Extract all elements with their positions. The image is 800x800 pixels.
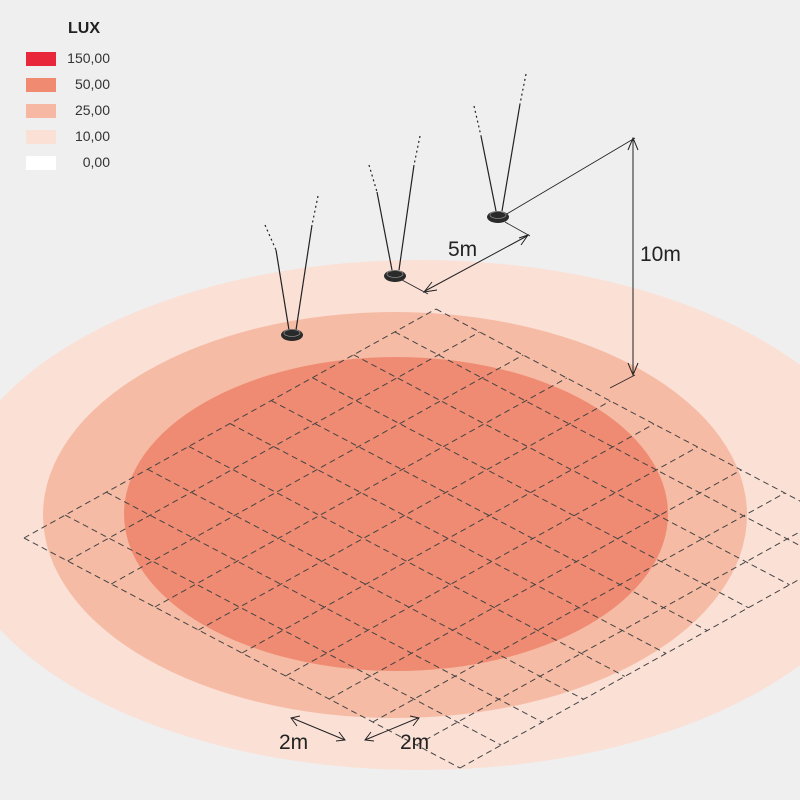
height-dimension [504, 136, 639, 389]
grid-line [23, 537, 461, 769]
legend-swatch [26, 130, 56, 144]
luminaire-1 [264, 195, 319, 341]
luminaire-3-icon [487, 211, 509, 223]
grid-dimension-y [364, 715, 420, 742]
legend-swatch [26, 78, 56, 92]
grid-line [328, 469, 742, 700]
grid-line [416, 531, 800, 746]
grid-dimension-x [290, 715, 346, 742]
legend-title: LUX [68, 20, 100, 37]
spacing-label: 5m [448, 238, 477, 261]
legend-label: 0,00 [82, 154, 110, 170]
grid-line [372, 492, 786, 723]
grid-label-x: 2m [279, 731, 308, 754]
legend-label: 50,00 [74, 76, 110, 92]
legend-swatch [26, 52, 56, 66]
grid-line [241, 423, 655, 654]
grid-line [67, 331, 480, 562]
grid-line [64, 514, 502, 746]
legend-label: 150,00 [67, 50, 110, 66]
grid-line [188, 445, 626, 677]
luminaire-2 [368, 135, 421, 282]
luminaire-2-icon [384, 270, 406, 282]
grid-label-y: 2m [400, 731, 429, 754]
grid-line [198, 400, 611, 631]
grid-line [435, 308, 800, 502]
grid-line [353, 354, 790, 586]
grid-line [394, 331, 800, 547]
luminaire-1-icon [281, 329, 303, 341]
luminaire-3 [473, 73, 527, 223]
grid-line [270, 400, 708, 632]
grid-line [110, 354, 524, 585]
grid-line [229, 423, 667, 654]
grid-line [154, 377, 568, 608]
grid-line [106, 491, 543, 723]
legend-label: 25,00 [74, 102, 110, 118]
grid-line [147, 468, 584, 700]
legend-swatch [26, 104, 56, 118]
spacing-dimension [401, 221, 531, 295]
legend-swatch [26, 156, 56, 170]
grid-line [459, 578, 800, 769]
zone-50-lux [124, 357, 668, 671]
height-label: 10m [640, 243, 681, 266]
legend-label: 10,00 [74, 128, 110, 144]
grid-line [312, 377, 749, 609]
grid-line [285, 446, 698, 677]
floor-grid [23, 308, 800, 769]
